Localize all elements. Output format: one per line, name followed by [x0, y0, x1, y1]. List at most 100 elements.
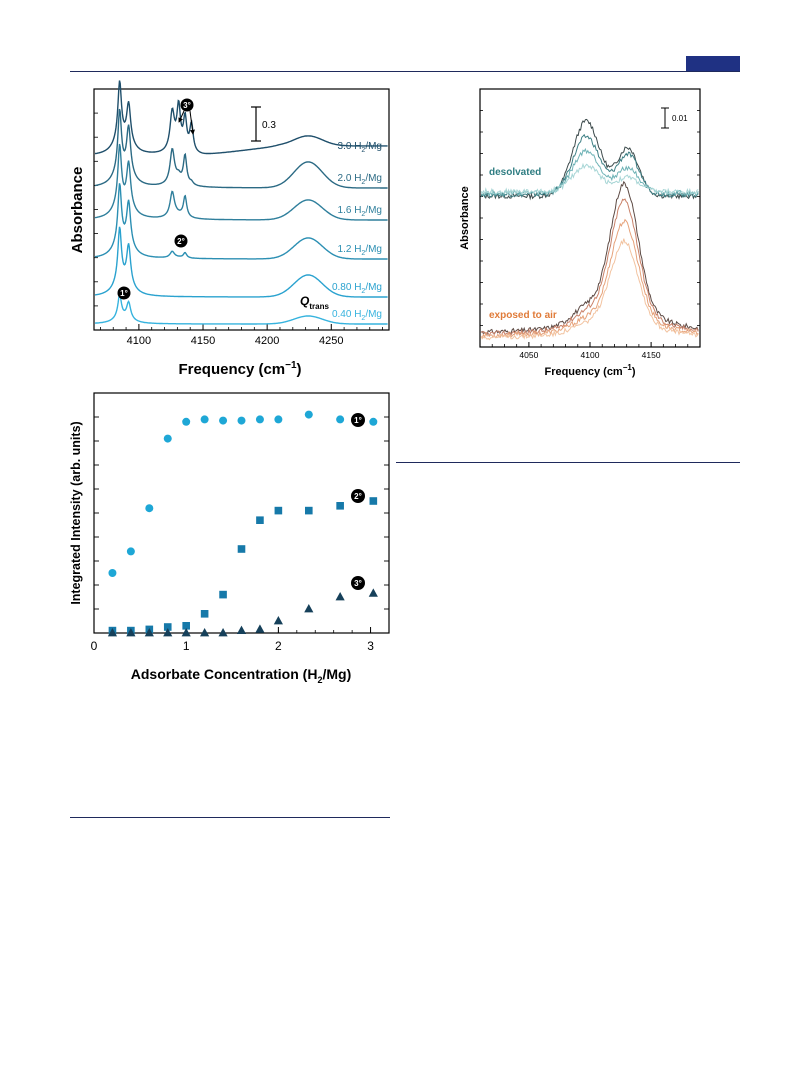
chart-c-point-secondary	[274, 506, 283, 515]
chart-c-point-primary	[237, 416, 246, 425]
right-column-rule	[396, 462, 740, 463]
chart-b-ticks: 4050 4100 4150	[480, 110, 700, 360]
chart-c-point-primary	[219, 416, 228, 425]
chart-b-desolvated-line	[480, 162, 699, 196]
chart-a-xtick-label: 4150	[191, 335, 215, 347]
chart-a-series-line	[94, 143, 388, 221]
chart-c-xlabel-main: Adsorbate Concentration (H	[131, 666, 318, 682]
chart-a-series-label-unit: /Mg	[365, 309, 382, 320]
chart-c-point-primary	[255, 415, 264, 424]
chart-a-series-label-unit: /Mg	[365, 173, 382, 184]
chart-c-point-primary	[126, 547, 135, 556]
chart-b-desolvated-line	[480, 133, 699, 199]
chart-a-series-label-unit: /Mg	[365, 282, 382, 293]
chart-c-point-primary	[369, 417, 378, 426]
chart-a-arrow-left	[178, 110, 185, 123]
chart-a-xtick-label: 4250	[319, 335, 343, 347]
chart-a-series-line	[94, 226, 388, 298]
chart-c-frame	[93, 392, 390, 634]
chart-a-xlabel: Frequency (cm−1)	[178, 360, 301, 378]
chart-a-badge-2-text: 2°	[177, 237, 185, 246]
chart-a-arrow-right	[189, 110, 195, 135]
chart-a-series-label-main: 1.6 H	[338, 205, 362, 216]
chart-a-q-main: Q	[300, 294, 310, 308]
chart-c-ylabel: Integrated Intensity (arb. units)	[69, 421, 83, 604]
chart-c-badge	[351, 576, 365, 590]
chart-a-series-label-main: 1.2 H	[338, 244, 362, 255]
chart-c-point-tertiary	[181, 628, 191, 637]
chart-a-xlabel-main: Frequency (cm	[178, 361, 285, 378]
chart-c-point-secondary	[163, 623, 172, 631]
chart-c-point-secondary	[336, 502, 344, 510]
chart-a-series-label-sub: 2	[361, 315, 365, 322]
chart-a-series	[94, 80, 388, 325]
chart-a-xlabel-sup: −1	[285, 360, 297, 371]
chart-c-point-tertiary	[236, 625, 247, 634]
chart-b-xtick-label: 4100	[581, 350, 600, 360]
chart-c-point-tertiary	[335, 592, 345, 601]
chart-b-xlabel-main: Frequency (cm	[544, 366, 622, 378]
chart-a-series-labels: 3.0 H2/Mg2.0 H2/Mg1.6 H2/Mg1.2 H2/Mg0.80…	[332, 141, 382, 322]
chart-a-series-label-main: 3.0 H	[338, 141, 362, 152]
chart-a-scalebar-label: 0.3	[262, 120, 276, 131]
header-tab	[686, 56, 740, 71]
chart-c-ticks: 0 1 2 3	[91, 416, 389, 653]
chart-a-series-label-main: 0.80 H	[332, 282, 361, 293]
chart-c-point-tertiary	[163, 628, 173, 637]
chart-a-xtick-label: 4200	[255, 335, 279, 347]
chart-a-series-label-unit: /Mg	[365, 205, 382, 216]
chart-c-point-tertiary	[144, 628, 154, 637]
chart-b-exposed-line	[480, 218, 699, 340]
chart-c-point-secondary	[182, 622, 190, 630]
left-column-rule	[70, 817, 390, 818]
chart-b-exposed-line	[480, 238, 699, 341]
chart-a-series-line	[94, 108, 388, 189]
chart-c-xlabel-sub: 2	[317, 675, 322, 685]
chart-c-point-tertiary	[218, 628, 228, 637]
chart-a-series-label: 3.0 H2/Mg	[338, 141, 382, 154]
chart-a-badge-3-text: 3°	[183, 101, 191, 110]
chart-a-badge-1	[117, 286, 131, 300]
chart-b-desolvated-line	[481, 147, 699, 197]
chart-a-series-label-sub: 2	[361, 288, 365, 295]
chart-b-xlabel: Frequency (cm−1)	[544, 363, 635, 378]
chart-a-ylabel: Absorbance	[69, 167, 86, 254]
chart-c-point-secondary	[200, 610, 209, 618]
chart-a-series-label-unit: /Mg	[365, 141, 382, 152]
chart-b-group1-label: desolvated	[489, 167, 541, 178]
chart-c-badge-text: 1°	[354, 416, 362, 425]
chart-c-point-primary	[145, 504, 154, 513]
chart-b-xlabel-close: )	[632, 366, 636, 378]
chart-c-series-badges: 1° 2° 3°	[351, 413, 365, 590]
chart-a-series-label: 0.40 H2/Mg	[332, 309, 382, 322]
chart-a-ticks: 4100 4150 4200 4250	[94, 112, 383, 347]
chart-a-series-line	[95, 292, 388, 325]
chart-c-point-primary	[182, 417, 191, 426]
chart-b: 4050 4100 4150 Absorbance Frequency (cm−1)…	[459, 88, 701, 378]
chart-c-point-secondary	[304, 506, 313, 515]
header-rule	[70, 71, 740, 72]
chart-a-series-line	[94, 80, 388, 155]
chart-b-exposed-line	[480, 180, 699, 336]
chart-a-series-label: 2.0 H2/Mg	[338, 173, 382, 186]
chart-c-point-secondary	[237, 545, 246, 553]
chart-b-series	[480, 118, 699, 341]
chart-a-badge-3	[180, 98, 194, 112]
chart-a-xtick-label: 4100	[127, 335, 151, 347]
chart-a-series-label-sub: 2	[361, 147, 365, 154]
chart-b-xlabel-sup: −1	[623, 363, 633, 372]
chart-a-series-label: 1.6 H2/Mg	[338, 205, 382, 218]
chart-c-xlabel: Adsorbate Concentration (H2/Mg)	[131, 666, 351, 685]
chart-b-xtick-label: 4050	[519, 350, 538, 360]
chart-a-badge-1-text: 1°	[120, 289, 128, 298]
chart-c-point-tertiary	[304, 604, 314, 613]
chart-c-xtick-label: 1	[183, 639, 190, 653]
chart-c-point-tertiary	[107, 628, 118, 637]
chart-c-point-secondary	[369, 497, 378, 505]
chart-c-point-tertiary	[273, 616, 283, 625]
chart-a-series-label-sub: 2	[361, 179, 365, 186]
chart-a-series-label-main: 2.0 H	[338, 173, 362, 184]
chart-c-xlabel-close: /Mg)	[322, 666, 351, 682]
chart-c-point-tertiary	[255, 624, 265, 633]
chart-c-point-primary	[163, 434, 172, 443]
